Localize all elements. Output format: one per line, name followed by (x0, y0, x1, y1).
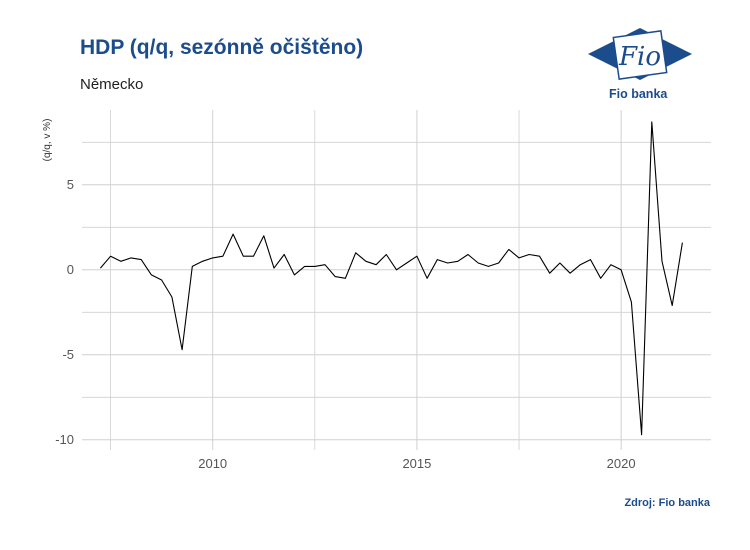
y-tick-label: -10 (55, 432, 74, 447)
y-tick-label: 5 (67, 177, 74, 192)
chart-series (99, 121, 683, 436)
chart-subtitle: Německo (80, 76, 144, 93)
logo-card (612, 30, 668, 80)
chart-title: HDP (q/q, sezónně očištěno) (80, 36, 364, 59)
y-axis-label: (q/q, v %) (42, 119, 53, 162)
x-tick-label: 2010 (198, 456, 227, 471)
x-tick-label: 2020 (607, 456, 636, 471)
fio-logo-icon: Fio (588, 28, 692, 80)
series-line (99, 121, 683, 436)
logo-bank-name: Fio banka (609, 87, 668, 101)
x-tick-label: 2015 (402, 456, 431, 471)
y-tick-label: 0 (67, 262, 74, 277)
chart-grid (82, 110, 711, 450)
y-tick-label: -5 (62, 347, 74, 362)
source-note: Zdroj: Fio banka (624, 497, 710, 509)
chart-axes: 2010 2015 2020 -10 -5 0 5 (55, 177, 635, 471)
logo-mark-text: Fio (618, 42, 661, 72)
